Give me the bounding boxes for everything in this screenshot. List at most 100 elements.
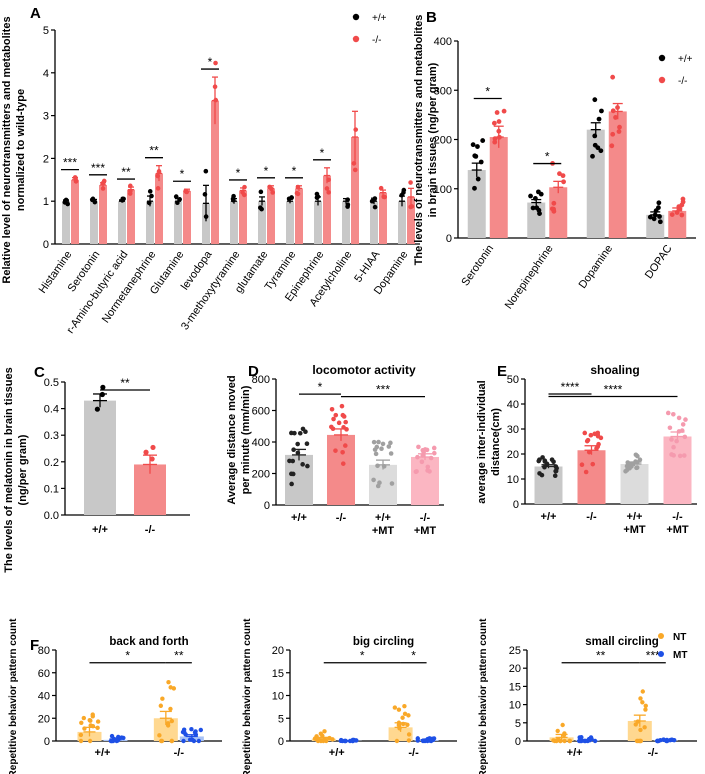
bar-ko (267, 188, 275, 244)
y-tick-label: 300 (434, 85, 452, 97)
panel-label: E (497, 363, 507, 380)
bar-wt (202, 203, 210, 244)
chart-title: big circling (353, 636, 414, 648)
bar (285, 454, 313, 505)
data-point (638, 727, 643, 733)
data-point (408, 180, 413, 185)
y-tick-label: 3 (43, 111, 49, 123)
data-point (90, 712, 95, 717)
data-point (540, 455, 545, 460)
data-point (177, 197, 182, 202)
data-point (496, 128, 502, 134)
panel-e: 0 10 20 30 40 50 average inter-individual dista… (476, 363, 697, 536)
data-point (415, 454, 420, 460)
data-point (326, 190, 331, 195)
bar-wt (398, 201, 406, 244)
y-tick-label: 15 (509, 681, 521, 693)
data-point (677, 453, 683, 459)
data-point (345, 202, 351, 208)
data-point (193, 732, 199, 737)
data-point (683, 417, 688, 422)
data-point (396, 720, 402, 725)
y-tick-label: 20 (38, 713, 50, 725)
bar-ko (127, 189, 135, 244)
data-point (430, 736, 435, 742)
y-axis-title: The levels of melatonin in brain tissues (3, 367, 15, 572)
data-point (553, 464, 559, 469)
y-axis-title: in brain tissues (ng/per gram) (427, 62, 439, 217)
data-point (258, 205, 263, 211)
bar (84, 400, 116, 515)
y-tick-label: 60 (38, 668, 50, 680)
data-point (640, 700, 645, 705)
data-point (353, 127, 359, 132)
data-point (339, 403, 345, 409)
data-point (289, 471, 294, 477)
data-point (191, 738, 197, 744)
data-point (425, 464, 431, 470)
y-axis-title: Repetitive behavior pattern count (242, 618, 253, 774)
x-tick-label: Serotonin (459, 243, 496, 288)
bar-ko (323, 175, 331, 244)
data-point (386, 444, 392, 449)
legend-marker (352, 13, 360, 21)
data-point (189, 726, 194, 732)
bar-ko (608, 111, 627, 238)
significance-label: * (318, 380, 323, 394)
data-point (680, 196, 686, 202)
data-point (596, 116, 602, 122)
data-point (629, 462, 635, 467)
data-point (297, 430, 303, 436)
data-point (596, 441, 601, 447)
data-point (270, 190, 275, 195)
data-point (583, 469, 589, 475)
data-point (583, 738, 588, 744)
panel-label: D (248, 363, 259, 380)
data-point (295, 441, 300, 447)
data-point (609, 143, 615, 149)
x-tick-label: +MT (623, 524, 646, 536)
data-point (127, 191, 133, 196)
data-point (388, 440, 393, 446)
data-point (549, 457, 555, 462)
bar-wt (258, 201, 266, 244)
data-point (405, 722, 410, 728)
panel-d: 0 200 400 600 800 Average distance moved per m… (226, 363, 444, 537)
data-point (149, 456, 155, 462)
data-point (300, 462, 305, 467)
x-tick-label: +/+ (375, 512, 391, 524)
data-point (128, 183, 133, 189)
data-point (585, 437, 591, 443)
data-point (551, 200, 557, 206)
bar-nt (388, 727, 413, 741)
data-point (590, 153, 595, 159)
data-point (354, 738, 359, 743)
data-point (610, 74, 616, 80)
bar-wt (146, 201, 154, 244)
data-point (336, 420, 342, 426)
data-point (623, 468, 628, 474)
legend-marker (352, 35, 360, 43)
significance-label: *** (63, 156, 77, 170)
data-point (642, 725, 647, 730)
y-tick-label: 0 (264, 500, 270, 512)
bar-ko (407, 196, 415, 244)
data-point (323, 738, 329, 744)
data-point (121, 196, 126, 202)
significance-label: * (320, 146, 325, 160)
data-point (588, 432, 594, 438)
data-point (305, 463, 310, 469)
x-tick-label: -/- (420, 512, 431, 524)
x-tick-label: -/- (145, 524, 156, 536)
data-point (557, 171, 562, 177)
x-tick-label: +MT (414, 525, 437, 537)
y-tick-label: 800 (252, 374, 270, 386)
data-point (475, 144, 480, 149)
data-point (101, 178, 107, 184)
data-point (674, 210, 680, 215)
data-point (394, 738, 400, 744)
data-point (327, 735, 332, 741)
y-tick-label: 0.0 (44, 510, 59, 522)
bar-ko (668, 210, 687, 238)
